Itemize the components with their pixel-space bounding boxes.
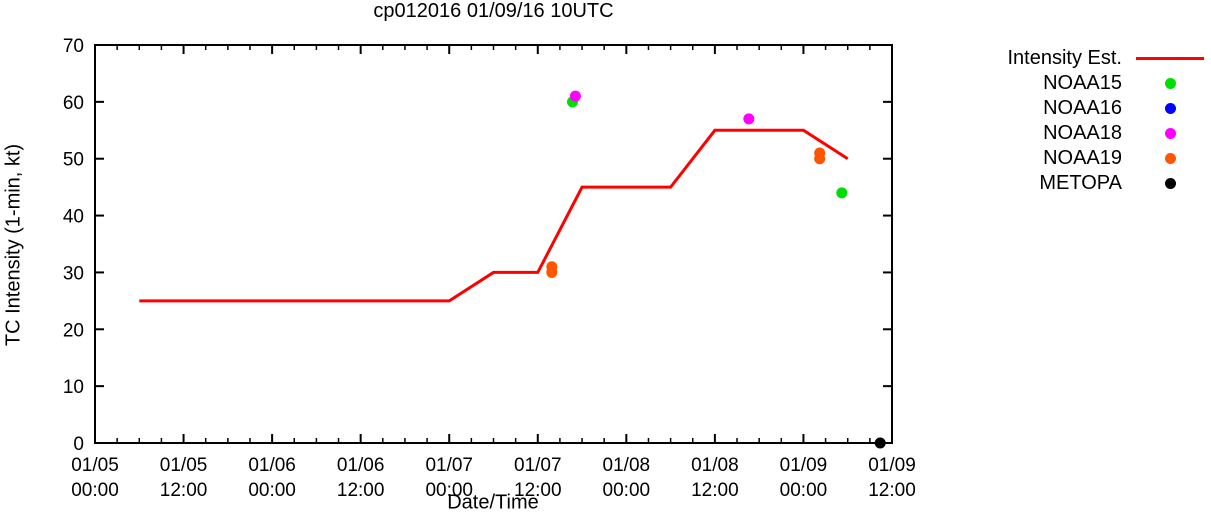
legend-row-noaa19: NOAA19 [1008,146,1210,171]
y-tick-label: 40 [63,207,84,228]
x-tick-label-date: 01/05 [71,455,119,476]
x-axis-title: Date/Time [447,491,539,514]
legend-row-noaa15: NOAA15 [1008,71,1210,96]
legend: Intensity Est. NOAA15 NOAA16 NOAA18 NOAA19 ME… [1008,46,1210,196]
x-tick-label-date: 01/09 [868,455,916,476]
x-tick-label-time: 00:00 [248,480,296,501]
legend-label: NOAA16 [1043,97,1122,119]
legend-label: Intensity Est. [1007,47,1123,69]
x-tick-label-date: 01/05 [160,455,208,476]
legend-dot-swatch [1122,96,1209,121]
legend-label: NOAA18 [1043,122,1122,144]
dot-sample [1165,128,1176,139]
x-tick-label-time: 12:00 [337,480,385,501]
x-tick-label-date: 01/07 [514,455,562,476]
x-tick-label-date: 01/08 [691,455,739,476]
dot-sample [1165,103,1176,114]
x-tick-label-time: 12:00 [160,480,208,501]
data-point-metopa [874,437,886,449]
legend-label: NOAA15 [1043,72,1122,94]
data-point-noaa19 [546,266,558,278]
y-tick-label: 30 [63,263,84,284]
x-tick-label-date: 01/07 [425,455,473,476]
x-tick-label-time: 00:00 [71,480,119,501]
legend-row-noaa16: NOAA16 [1008,96,1210,121]
y-tick-label: 0 [73,434,84,455]
y-tick-label: 60 [63,93,84,114]
legend-dot-swatch [1122,71,1209,96]
legend-row-metopa: METOPA [1008,171,1210,196]
axis-frame [94,44,893,444]
y-tick-label: 10 [63,377,84,398]
legend-dot-swatch [1122,121,1209,146]
legend-label: METOPA [1039,172,1122,194]
chart-title: cp012016 01/09/16 10UTC [373,0,614,22]
x-tick-label-date: 01/08 [603,455,651,476]
legend-line-swatch [1122,46,1209,71]
data-point-noaa18 [743,113,755,125]
legend-row-noaa18: NOAA18 [1008,121,1210,146]
legend-dot-swatch [1122,171,1209,196]
data-point-noaa19 [814,153,826,165]
x-tick-label-date: 01/06 [337,455,385,476]
x-tick-label-time: 00:00 [425,480,473,501]
dot-sample [1165,78,1176,89]
x-tick-label-time: 12:00 [868,480,916,501]
x-tick-label-time: 00:00 [603,480,651,501]
x-tick-label-date: 01/09 [780,455,828,476]
legend-dot-swatch [1122,146,1209,171]
y-tick-label: 70 [63,36,84,57]
data-point-noaa15 [836,187,848,199]
dot-sample [1165,153,1176,164]
x-tick-label-time: 00:00 [780,480,828,501]
legend-row-intensity-est-: Intensity Est. [1008,46,1210,71]
line-sample [1136,57,1204,60]
y-tick-label: 50 [63,150,84,171]
data-point-noaa18 [569,90,581,102]
intensity-line [139,128,849,303]
x-tick-label-date: 01/06 [248,455,296,476]
x-tick-label-time: 12:00 [514,480,562,501]
dot-sample [1165,178,1176,189]
x-tick-label-time: 12:00 [691,480,739,501]
y-tick-label: 20 [63,320,84,341]
legend-label: NOAA19 [1043,147,1122,169]
